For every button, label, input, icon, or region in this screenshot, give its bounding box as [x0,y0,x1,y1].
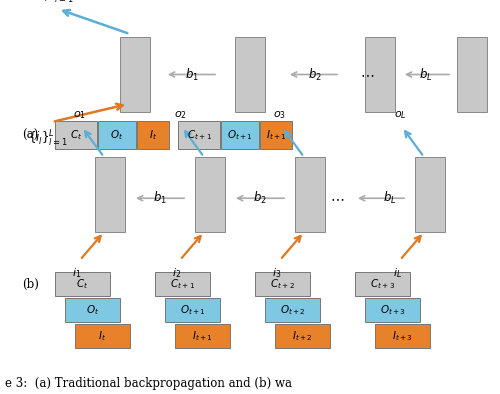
Text: $O_{t+1}$: $O_{t+1}$ [227,128,253,142]
Text: $b_1$: $b_1$ [153,190,167,206]
Text: $O_{t+1}$: $O_{t+1}$ [180,303,206,317]
FancyBboxPatch shape [98,121,136,149]
Text: $I_{t+1}$: $I_{t+1}$ [266,128,286,142]
Text: $C_t$: $C_t$ [76,277,88,291]
FancyBboxPatch shape [75,324,130,348]
Text: $O_t$: $O_t$ [110,128,124,142]
Text: (b): (b) [22,277,39,290]
FancyBboxPatch shape [365,298,420,322]
Text: $I_{t+3}$: $I_{t+3}$ [392,329,413,343]
FancyBboxPatch shape [137,121,169,149]
FancyBboxPatch shape [255,272,310,296]
Text: $i_L$: $i_L$ [392,266,402,280]
Text: $b_L$: $b_L$ [383,190,397,206]
Text: $b_2$: $b_2$ [308,67,322,83]
Text: $o_2$: $o_2$ [174,109,186,121]
Text: $i_3$: $i_3$ [272,266,281,280]
Text: $\{i_l\}_{l=1}^{L}$: $\{i_l\}_{l=1}^{L}$ [28,129,68,149]
Text: $C_{t+2}$: $C_{t+2}$ [270,277,295,291]
Text: $\cdots$: $\cdots$ [360,67,374,82]
Text: $O_{t+3}$: $O_{t+3}$ [380,303,406,317]
Text: $I_t$: $I_t$ [98,329,106,343]
FancyBboxPatch shape [165,298,220,322]
Text: e 3:  (a) Traditional backpropagation and (b) wa: e 3: (a) Traditional backpropagation and… [5,377,292,390]
Text: $i_1$: $i_1$ [72,266,82,280]
Text: $b_L$: $b_L$ [419,67,433,83]
Text: $I_t$: $I_t$ [149,128,157,142]
FancyBboxPatch shape [265,298,320,322]
FancyBboxPatch shape [55,121,97,149]
Text: $I_{t+1}$: $I_{t+1}$ [192,329,213,343]
FancyBboxPatch shape [355,272,410,296]
Text: $C_{t+1}$: $C_{t+1}$ [186,128,212,142]
Text: $o_L$: $o_L$ [394,109,406,121]
Text: $O_{t+2}$: $O_{t+2}$ [280,303,305,317]
FancyBboxPatch shape [65,298,120,322]
Text: $o_1$: $o_1$ [74,109,86,121]
Text: $O_t$: $O_t$ [86,303,99,317]
FancyBboxPatch shape [415,157,445,232]
FancyBboxPatch shape [95,157,125,232]
Text: $\cdots$: $\cdots$ [330,191,344,205]
FancyBboxPatch shape [275,324,330,348]
FancyBboxPatch shape [295,157,325,232]
Text: $i_2$: $i_2$ [172,266,182,280]
Text: $C_{t+1}$: $C_{t+1}$ [170,277,195,291]
Text: $I_{t+2}$: $I_{t+2}$ [292,329,313,343]
FancyBboxPatch shape [178,121,220,149]
FancyBboxPatch shape [120,37,150,112]
FancyBboxPatch shape [365,37,395,112]
FancyBboxPatch shape [55,272,110,296]
Text: $C_{t+3}$: $C_{t+3}$ [370,277,395,291]
Text: $C_t$: $C_t$ [70,128,82,142]
FancyBboxPatch shape [235,37,265,112]
FancyBboxPatch shape [175,324,230,348]
FancyBboxPatch shape [260,121,292,149]
Text: $\{o_l\}_{l=1}^{L}$: $\{o_l\}_{l=1}^{L}$ [30,0,74,6]
Text: $b_2$: $b_2$ [253,190,267,206]
FancyBboxPatch shape [221,121,259,149]
FancyBboxPatch shape [155,272,210,296]
Text: $o_3$: $o_3$ [274,109,286,121]
Text: $b_1$: $b_1$ [185,67,199,83]
FancyBboxPatch shape [195,157,225,232]
Text: (a): (a) [22,128,38,141]
FancyBboxPatch shape [457,37,487,112]
FancyBboxPatch shape [375,324,430,348]
